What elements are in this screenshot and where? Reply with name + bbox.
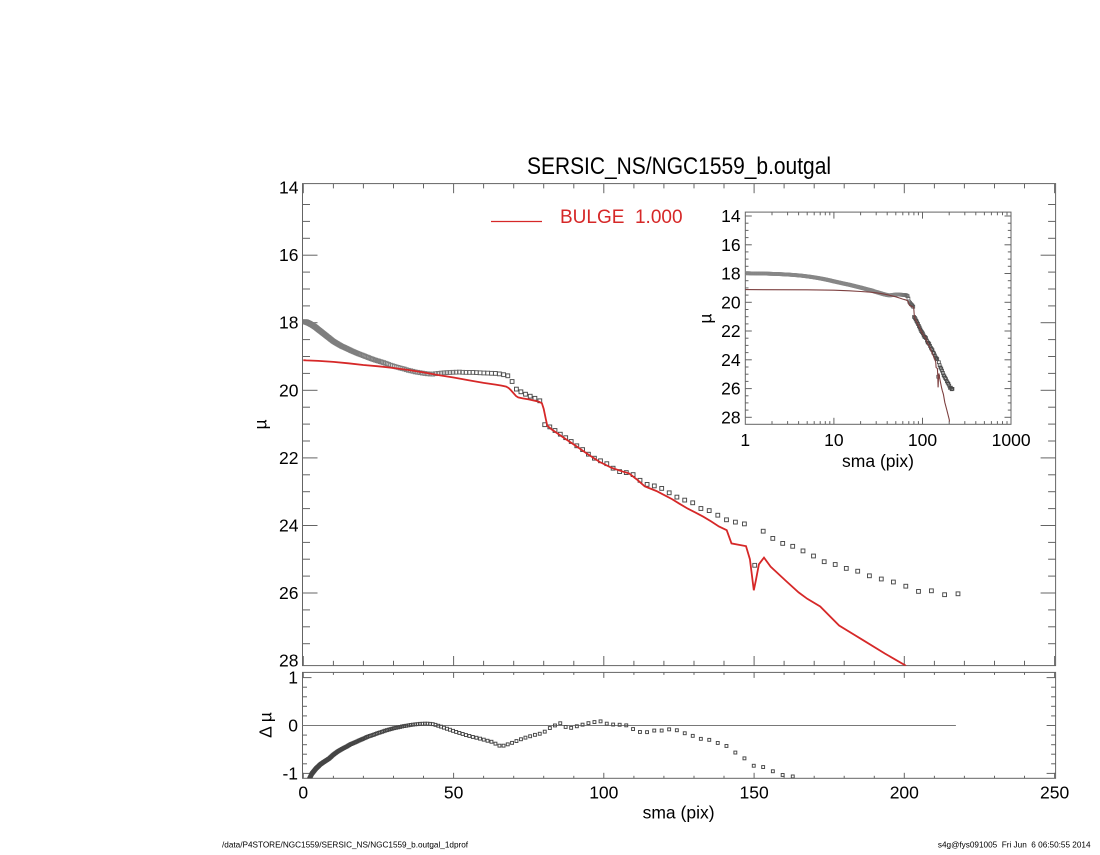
- svg-text:20: 20: [279, 380, 299, 400]
- svg-text:20: 20: [721, 292, 741, 312]
- svg-text:0: 0: [298, 783, 308, 803]
- svg-text:16: 16: [279, 245, 298, 265]
- svg-text:/data/P4STORE/NGC1559/SERSIC_N: /data/P4STORE/NGC1559/SERSIC_NS/NGC1559_…: [222, 840, 469, 849]
- svg-text:µ: µ: [696, 314, 716, 324]
- svg-text:28: 28: [721, 407, 740, 427]
- svg-text:18: 18: [279, 313, 298, 333]
- svg-text:14: 14: [279, 178, 299, 198]
- svg-text:26: 26: [279, 583, 298, 603]
- svg-text:SERSIC_NS/NGC1559_b.outgal: SERSIC_NS/NGC1559_b.outgal: [527, 153, 831, 180]
- svg-text:1: 1: [288, 668, 298, 688]
- svg-text:250: 250: [1040, 783, 1069, 803]
- svg-text:0: 0: [288, 716, 298, 736]
- svg-text:10: 10: [824, 430, 844, 450]
- svg-text:s4g@fys091005 Fri Jun 6 06:5: s4g@fys091005 Fri Jun 6 06:50:55 2014: [938, 840, 1091, 849]
- svg-text:1: 1: [740, 430, 750, 450]
- svg-text:24: 24: [279, 516, 299, 536]
- svg-text:200: 200: [890, 783, 919, 803]
- svg-text:1000: 1000: [992, 430, 1031, 450]
- svg-text:Δ µ: Δ µ: [256, 712, 276, 738]
- svg-text:150: 150: [739, 783, 768, 803]
- svg-text:22: 22: [721, 321, 740, 341]
- svg-text:16: 16: [721, 235, 740, 255]
- svg-text:18: 18: [721, 264, 740, 284]
- svg-text:26: 26: [721, 379, 740, 399]
- svg-text:28: 28: [279, 651, 298, 671]
- svg-text:µ: µ: [251, 419, 271, 429]
- svg-text:BULGE 1.000: BULGE 1.000: [560, 207, 683, 228]
- svg-text:-1: -1: [282, 763, 298, 783]
- svg-text:22: 22: [279, 448, 298, 468]
- svg-text:100: 100: [589, 783, 618, 803]
- svg-text:50: 50: [444, 783, 464, 803]
- svg-text:14: 14: [721, 206, 741, 226]
- svg-text:sma (pix): sma (pix): [643, 803, 715, 823]
- svg-text:100: 100: [908, 430, 937, 450]
- svg-text:sma (pix): sma (pix): [842, 451, 914, 471]
- svg-text:24: 24: [721, 350, 741, 370]
